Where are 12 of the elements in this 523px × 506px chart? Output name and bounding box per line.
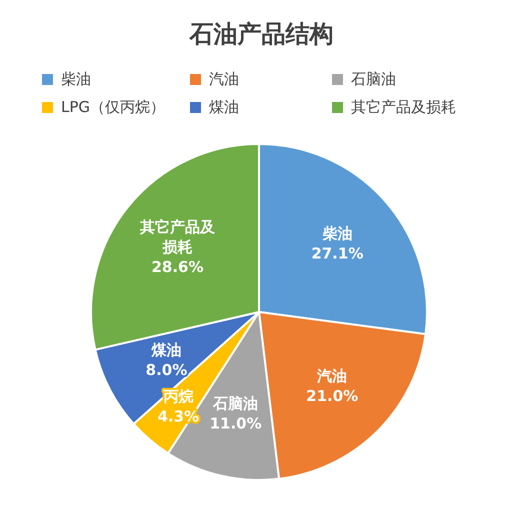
legend-label: 汽油 <box>209 70 239 88</box>
legend-label: LPG（仅丙烷） <box>61 98 166 116</box>
legend-label: 柴油 <box>61 70 91 88</box>
legend-label: 石脑油 <box>351 70 396 88</box>
data-label: 石脑油 11.0% <box>210 394 262 433</box>
legend-label: 其它产品及损耗 <box>351 98 456 116</box>
data-label: 煤油 8.0% <box>146 340 188 379</box>
legend-label: 煤油 <box>209 98 239 116</box>
data-label: 柴油 27.1% <box>311 224 364 262</box>
chart-title: 石油产品结构 <box>188 20 334 48</box>
data-label: 其它产品及损耗 28.6% <box>139 218 216 276</box>
data-label: 汽油 21.0% <box>306 367 358 406</box>
